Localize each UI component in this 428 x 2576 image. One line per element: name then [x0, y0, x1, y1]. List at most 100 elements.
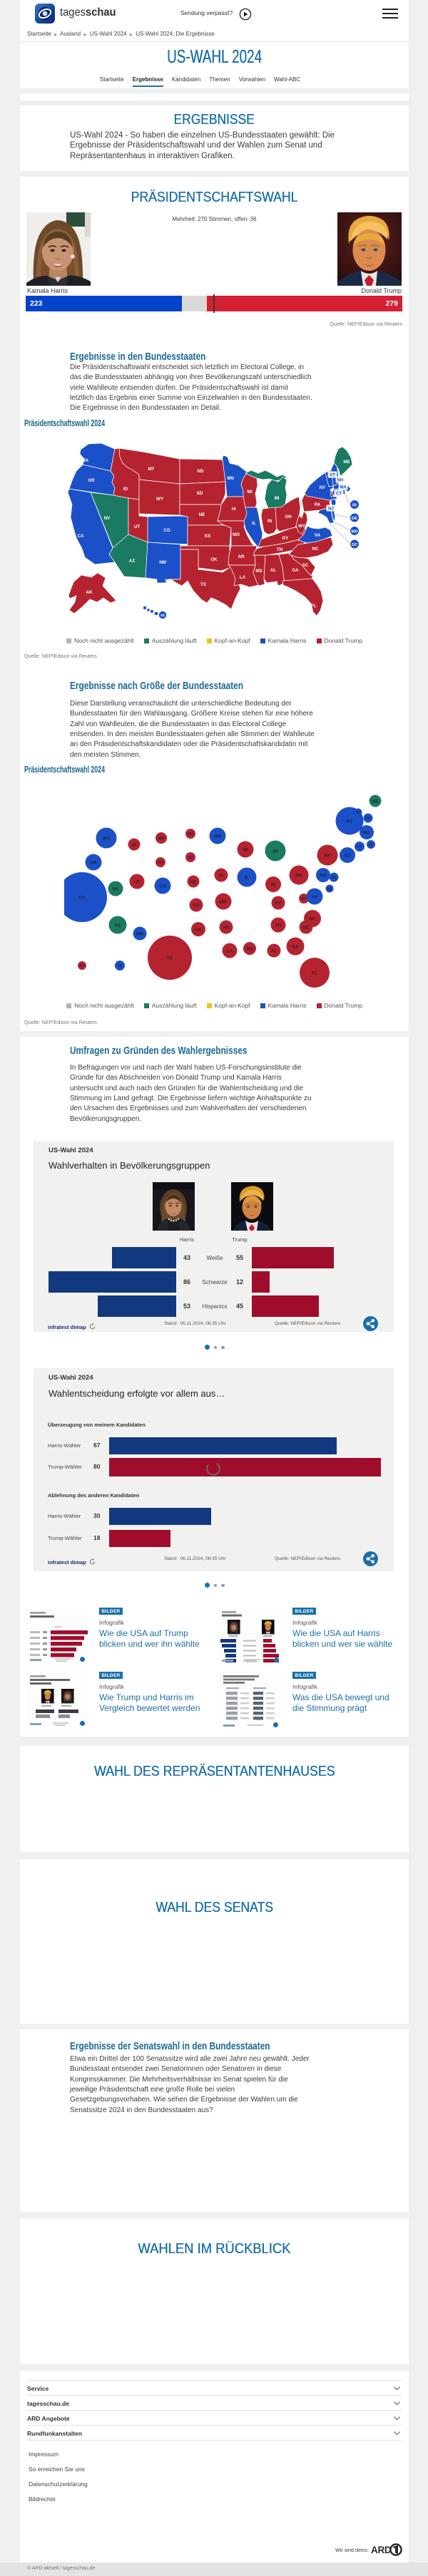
svg-text:OK: OK: [195, 927, 202, 932]
svg-text:AL: AL: [271, 948, 277, 953]
svg-text:CA: CA: [78, 534, 84, 539]
svg-text:DE: DE: [352, 517, 357, 521]
svg-text:NE: NE: [190, 879, 197, 884]
svg-text:NV: NV: [104, 516, 111, 521]
svg-text:NY: NY: [320, 485, 326, 490]
svg-text:WV: WV: [301, 897, 307, 901]
svg-text:NV: NV: [112, 886, 119, 891]
svg-text:TN: TN: [277, 547, 283, 552]
svg-text:RI: RI: [352, 503, 357, 507]
svg-text:SD: SD: [197, 491, 203, 496]
svg-text:NH: NH: [365, 817, 371, 821]
svg-text:MI: MI: [275, 496, 280, 501]
svg-text:WI: WI: [247, 490, 253, 495]
svg-text:GA: GA: [292, 944, 299, 949]
svg-text:CT: CT: [357, 845, 363, 849]
svg-text:PA: PA: [325, 853, 331, 858]
svg-text:AR: AR: [223, 925, 230, 930]
svg-text:LA: LA: [240, 575, 246, 580]
svg-text:VA: VA: [315, 533, 321, 538]
svg-text:RI: RI: [369, 843, 373, 847]
svg-text:NC: NC: [312, 547, 319, 552]
svg-text:MO: MO: [233, 532, 240, 537]
svg-text:NH: NH: [337, 478, 344, 482]
svg-text:DE: DE: [331, 876, 337, 880]
svg-text:ID: ID: [123, 487, 128, 492]
svg-text:FL: FL: [312, 971, 317, 976]
svg-text:DC: DC: [327, 887, 332, 891]
svg-text:OH: OH: [295, 873, 302, 878]
svg-text:IA: IA: [219, 873, 224, 878]
svg-text:DC: DC: [352, 543, 358, 547]
svg-text:IL: IL: [245, 875, 249, 880]
svg-text:CT: CT: [336, 492, 342, 496]
svg-text:TX: TX: [167, 956, 173, 961]
svg-text:MI: MI: [272, 849, 277, 854]
svg-text:VT: VT: [330, 473, 335, 477]
svg-text:IN: IN: [268, 519, 272, 524]
svg-text:TX: TX: [200, 582, 207, 587]
svg-text:NC: NC: [309, 916, 316, 921]
svg-text:MD: MD: [320, 873, 327, 878]
svg-text:OR: OR: [88, 478, 95, 483]
svg-text:UT: UT: [134, 879, 141, 884]
svg-text:MT: MT: [158, 836, 164, 841]
svg-text:ND: ND: [188, 832, 193, 837]
svg-text:AR: AR: [238, 554, 245, 559]
svg-text:AK: AK: [79, 964, 85, 968]
svg-text:AZ: AZ: [129, 559, 135, 564]
svg-text:WA: WA: [81, 458, 88, 463]
svg-text:WY: WY: [158, 861, 164, 865]
svg-text:AK: AK: [86, 590, 93, 595]
svg-text:LA: LA: [227, 948, 233, 953]
svg-text:SC: SC: [302, 925, 309, 930]
svg-text:MO: MO: [220, 899, 227, 904]
svg-text:MS: MS: [246, 946, 253, 951]
svg-text:WA: WA: [103, 836, 111, 841]
svg-text:VA: VA: [312, 894, 318, 899]
svg-text:NM: NM: [159, 560, 166, 565]
svg-text:MN: MN: [214, 834, 221, 839]
svg-text:ND: ND: [198, 469, 204, 474]
svg-text:WV: WV: [298, 524, 306, 529]
svg-text:TN: TN: [275, 923, 282, 928]
svg-text:MS: MS: [255, 569, 262, 574]
svg-text:OH: OH: [285, 514, 292, 519]
svg-text:KY: KY: [282, 536, 289, 541]
svg-text:AL: AL: [270, 568, 276, 573]
svg-text:KS: KS: [193, 903, 200, 908]
svg-text:NJ: NJ: [345, 853, 351, 858]
svg-text:KS: KS: [205, 534, 211, 539]
svg-text:NM: NM: [136, 931, 143, 936]
svg-text:IA: IA: [232, 507, 237, 512]
svg-text:KY: KY: [275, 901, 282, 906]
svg-text:MT: MT: [148, 467, 155, 472]
svg-text:SC: SC: [302, 563, 309, 568]
svg-text:MA: MA: [363, 830, 370, 835]
svg-text:ARD: ARD: [371, 2545, 392, 2555]
svg-text:WI: WI: [243, 847, 248, 852]
svg-text:MD: MD: [351, 529, 357, 534]
svg-text:WY: WY: [156, 497, 164, 502]
svg-text:GA: GA: [292, 568, 299, 573]
svg-text:ME: ME: [372, 799, 379, 804]
svg-text:HI: HI: [160, 614, 165, 618]
svg-text:UT: UT: [134, 524, 140, 529]
svg-text:CO: CO: [159, 884, 166, 889]
svg-text:NJ: NJ: [328, 507, 334, 511]
svg-text:SD: SD: [188, 856, 193, 860]
svg-text:AZ: AZ: [115, 923, 121, 928]
svg-text:OR: OR: [90, 860, 97, 865]
svg-text:VT: VT: [356, 811, 361, 815]
svg-text:IN: IN: [271, 882, 276, 887]
svg-text:NE: NE: [199, 512, 205, 517]
svg-text:MN: MN: [227, 476, 234, 481]
svg-text:Wir sind deins.: Wir sind deins.: [335, 2547, 369, 2553]
svg-text:CO: CO: [163, 528, 170, 533]
svg-text:IL: IL: [252, 521, 256, 526]
svg-text:NY: NY: [346, 819, 353, 824]
svg-text:HI: HI: [118, 964, 122, 968]
svg-text:MA: MA: [340, 485, 347, 490]
svg-text:OK: OK: [210, 557, 218, 562]
svg-text:ID: ID: [132, 842, 137, 847]
